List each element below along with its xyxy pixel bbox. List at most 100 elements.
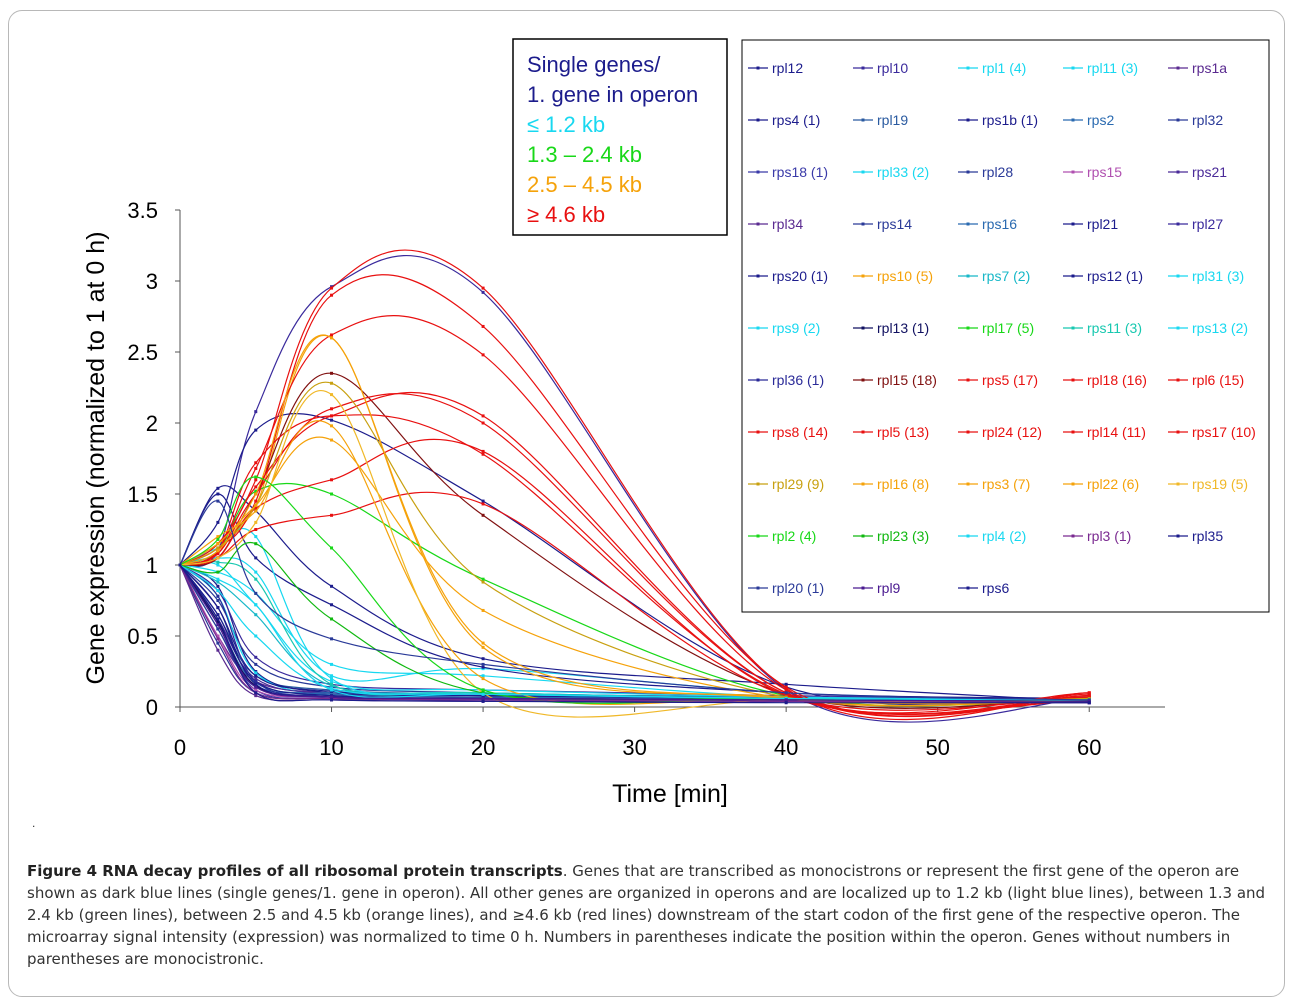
series-label: rpl9 [877,580,901,596]
series-legend-entry: rpl1 (4) [958,60,1026,76]
series-label: rpl10 [877,60,908,76]
data-point [254,694,258,698]
series-line [179,561,1090,701]
series-swatch-marker [861,378,865,382]
y-tick-label: 2 [146,411,158,436]
series-swatch-marker [756,378,760,382]
data-point [481,290,485,294]
series-label: rpl36 (1) [772,372,824,388]
series-label: rps16 [982,216,1017,232]
data-point [330,293,334,297]
y-tick-label: 3.5 [127,198,158,223]
series-swatch-marker [861,534,865,538]
data-point [481,645,485,649]
series-label: rps1b (1) [982,112,1038,128]
series-legend-entry: rps7 (2) [958,268,1030,284]
series-label: rpl35 [1192,528,1223,544]
data-point [330,695,334,699]
series-legend-entry: rpl9 [853,580,901,596]
series-label: rps3 (7) [982,476,1030,492]
data-point [254,485,258,489]
series-label: rpl21 [1087,216,1118,232]
series-label: rps8 (14) [772,424,828,440]
series-legend-entry: rpl3 (1) [1063,528,1131,544]
series-legend: rpl12 rpl10 rpl1 (4) rpl11 (3) rps1a rps4 (1)… [741,39,1270,613]
data-point [481,353,485,357]
data-point [254,461,258,465]
series-legend-entry: rpl20 (1) [748,580,824,596]
series-label: rpl20 (1) [772,580,824,596]
data-point [330,617,334,621]
series-label: rps9 (2) [772,320,820,336]
series-label: rps13 (2) [1192,320,1248,336]
series-label: rps5 (17) [982,372,1038,388]
data-point [216,589,220,593]
data-point [784,701,788,705]
series-label: rps4 (1) [772,112,820,128]
series-swatch-marker [966,326,970,330]
data-point [254,662,258,666]
series-swatch-marker [966,430,970,434]
series-label: rpl28 [982,164,1013,180]
data-point [481,421,485,425]
series-swatch-marker [756,118,760,122]
data-point [216,627,220,631]
data-point [330,333,334,337]
data-point [481,677,485,681]
data-point [481,657,485,661]
data-point [216,599,220,602]
series-label: rpl2 (4) [772,528,816,544]
series-legend-entry: rpl10 [853,60,908,76]
series-legend-entry: rpl4 (2) [958,528,1026,544]
data-point [216,537,220,541]
series-legend-entry: rps19 (5) [1168,476,1248,492]
series-swatch-marker [1071,66,1075,70]
data-point [254,475,258,479]
data-point [254,591,258,595]
series-legend-entry: rpl31 (3) [1168,268,1244,284]
series-legend-entry: rpl23 (3) [853,528,929,544]
series-legend-entry: rpl34 [748,216,803,232]
data-point [254,685,258,689]
data-point [481,662,485,666]
data-point [254,634,258,638]
series-line [179,564,1090,704]
series-legend-entry: rps1a [1168,60,1227,76]
data-point [254,682,258,686]
data-point [216,552,220,556]
series-line [179,436,1090,707]
data-point [330,603,334,607]
data-point [481,414,485,418]
series-label: rpl31 (3) [1192,268,1244,284]
series-swatch-marker [1071,274,1075,278]
series-label: rpl12 [772,60,803,76]
x-tick-label: 10 [319,735,343,760]
series-label: rpl5 (13) [877,424,929,440]
data-point [481,699,485,703]
series-label: rps14 [877,216,912,232]
x-tick-label: 20 [471,735,495,760]
size-group-label: ≤ 1.2 kb [527,112,605,137]
data-point [254,528,258,531]
data-point [216,648,220,652]
series-swatch-marker [861,66,865,70]
series-legend-entry: rps6 [958,580,1009,596]
series-legend-entry: rpl16 (8) [853,476,929,492]
series-legend-entry: rpl17 (5) [958,320,1034,336]
series-legend-entry: rps11 (3) [1063,320,1142,336]
series-line [179,315,1090,718]
series-label: rps10 (5) [877,268,933,284]
series-swatch-marker [1176,378,1180,382]
data-point [330,677,334,681]
series-line [179,491,1090,711]
series-line [179,249,1090,721]
series-legend-entry: rps21 [1168,164,1227,180]
series-swatch-marker [861,170,865,174]
series-line [179,414,1090,715]
series-swatch-marker [861,222,865,226]
data-point [481,688,485,692]
size-group-label: 1. gene in operon [527,82,698,107]
data-point [216,556,220,560]
data-point [481,641,485,645]
x-tick-label: 50 [925,735,949,760]
